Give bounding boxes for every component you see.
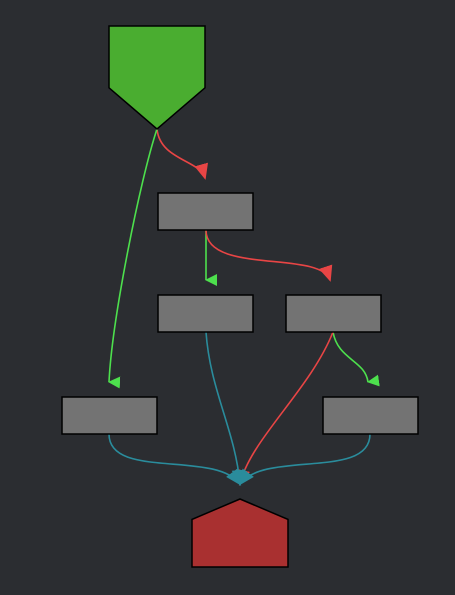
node-d[interactable] <box>62 397 157 434</box>
edge-d-to-end <box>109 434 240 484</box>
edge-e-to-end <box>240 434 370 484</box>
node-e-shape[interactable] <box>323 397 418 434</box>
node-end[interactable] <box>192 499 288 567</box>
node-a[interactable] <box>158 193 253 230</box>
node-start[interactable] <box>109 26 205 129</box>
edge-start-to-a <box>157 129 205 178</box>
edge-a-to-c <box>206 230 330 280</box>
edge-b-to-end <box>206 332 240 484</box>
node-c-shape[interactable] <box>286 295 381 332</box>
node-a-shape[interactable] <box>158 193 253 230</box>
node-end-shape[interactable] <box>192 499 288 567</box>
nodes-layer <box>62 26 418 567</box>
node-b-shape[interactable] <box>158 295 253 332</box>
edge-c-to-end <box>240 332 333 484</box>
edge-start-to-d <box>109 129 157 382</box>
node-start-shape[interactable] <box>109 26 205 129</box>
node-d-shape[interactable] <box>62 397 157 434</box>
node-e[interactable] <box>323 397 418 434</box>
node-b[interactable] <box>158 295 253 332</box>
node-c[interactable] <box>286 295 381 332</box>
edge-c-to-e <box>333 332 368 382</box>
